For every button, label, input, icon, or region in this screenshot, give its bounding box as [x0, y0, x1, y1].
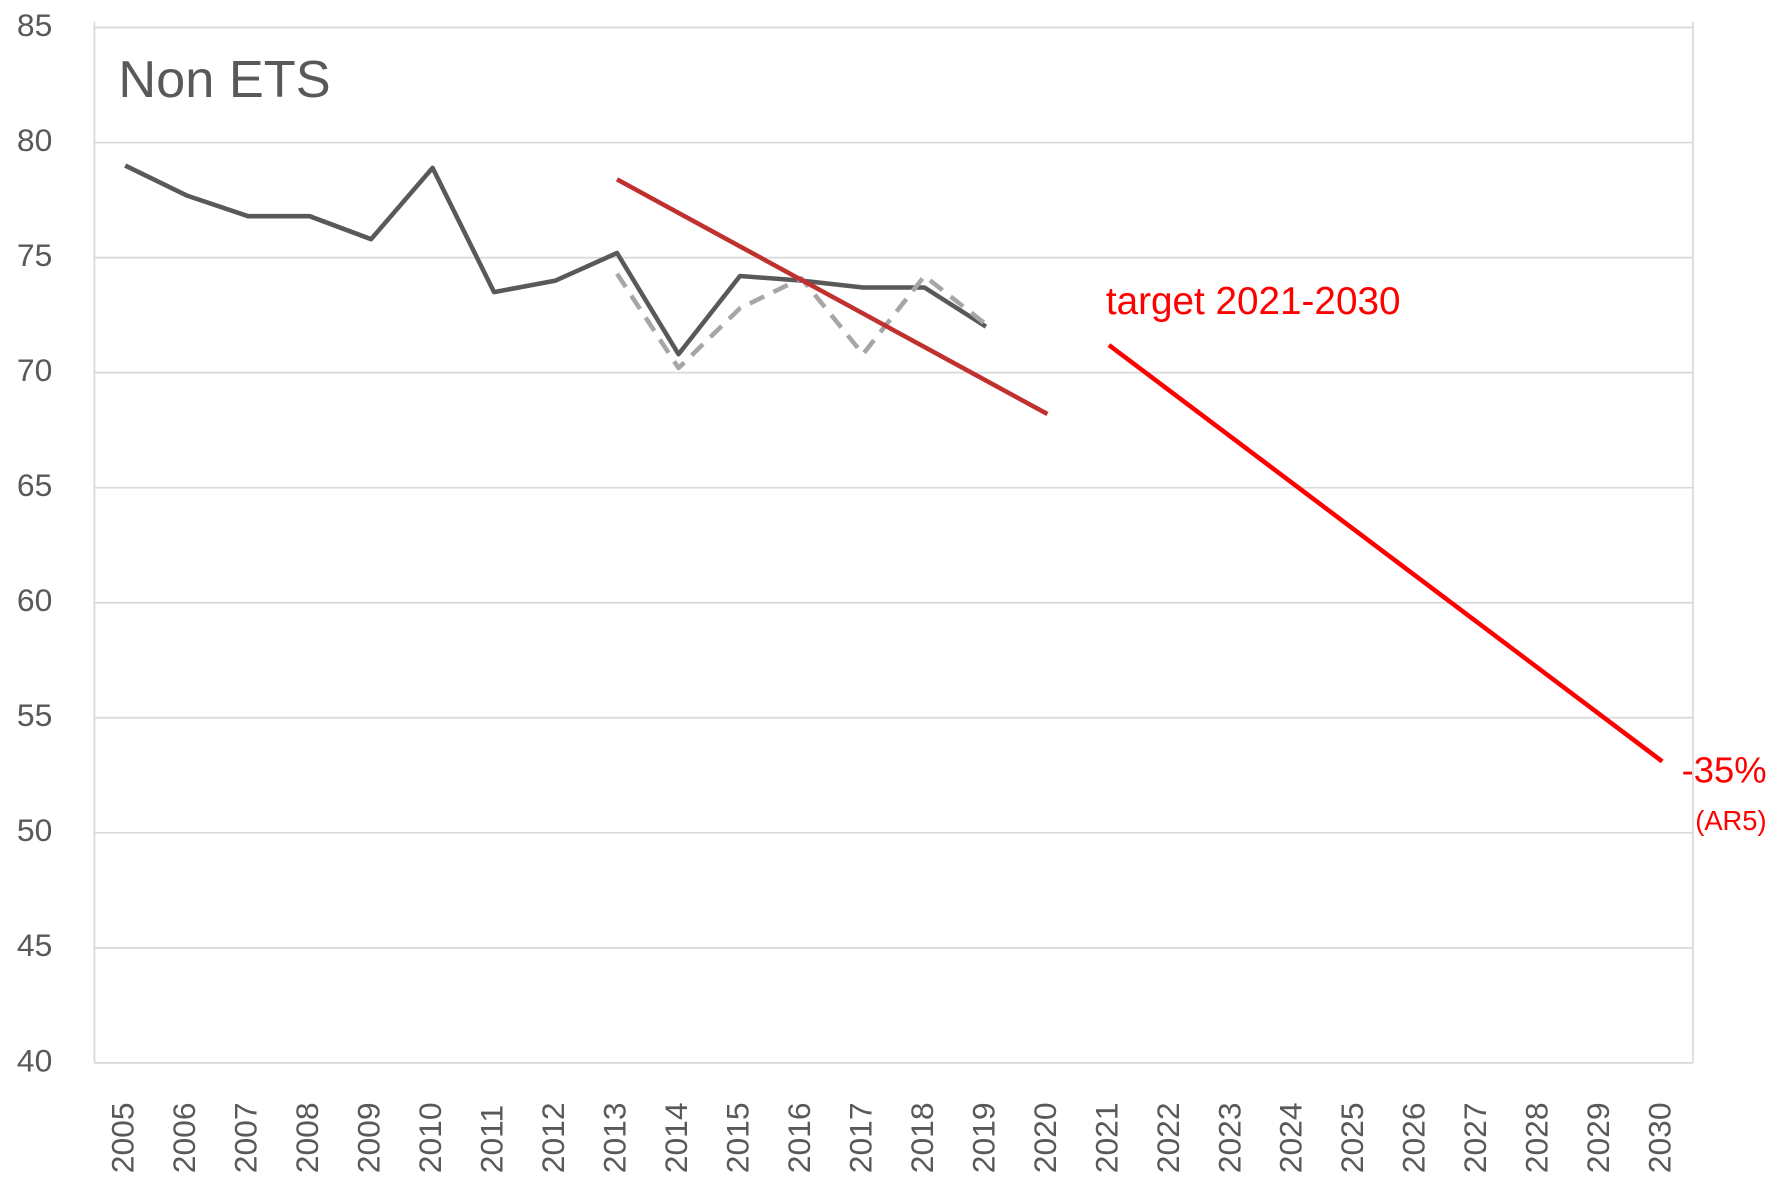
- y-tick-label: 60: [17, 582, 52, 618]
- x-tick-label: 2030: [1642, 1102, 1678, 1173]
- x-tick-label: 2025: [1334, 1102, 1370, 1173]
- y-tick-label: 50: [17, 812, 52, 848]
- y-tick-label: 85: [17, 7, 52, 43]
- x-tick-label: 2013: [596, 1102, 632, 1173]
- x-tick-label: 2027: [1457, 1102, 1493, 1173]
- x-tick-label: 2016: [781, 1102, 817, 1173]
- line: [124, 163, 988, 357]
- y-tick-label: 40: [17, 1042, 52, 1078]
- chart-title: Non ETS: [118, 51, 330, 109]
- x-tick-label: 2008: [289, 1102, 325, 1173]
- x-tick-label: 2020: [1027, 1102, 1063, 1173]
- y-tick-label: 65: [17, 467, 52, 503]
- annotation: target 2021-2030: [1106, 280, 1401, 323]
- x-tick-label: 2022: [1150, 1102, 1186, 1173]
- x-tick-label: 2028: [1519, 1102, 1555, 1173]
- y-tick-label: 45: [17, 927, 52, 963]
- y-tick-label: 75: [17, 237, 52, 273]
- x-tick-label: 2024: [1273, 1102, 1309, 1173]
- x-tick-label: 2029: [1580, 1102, 1616, 1173]
- x-tick-label: 2019: [965, 1102, 1001, 1173]
- x-tick-label: 2014: [658, 1102, 694, 1173]
- x-tick-label: 2010: [412, 1102, 448, 1173]
- x-tick-label: 2011: [473, 1105, 509, 1173]
- y-tick-label: 80: [17, 122, 52, 158]
- line: [615, 177, 1049, 417]
- x-tick-label: 2007: [228, 1102, 264, 1173]
- x-tick-label: 2009: [350, 1102, 386, 1173]
- annotation: -35%: [1682, 749, 1767, 790]
- x-tick-label: 2006: [166, 1102, 202, 1173]
- x-tick-label: 2015: [719, 1102, 755, 1173]
- x-tick-label: 2018: [904, 1102, 940, 1173]
- x-tick-label: 2023: [1211, 1102, 1247, 1173]
- annotation: (AR5): [1695, 805, 1766, 836]
- y-tick-label: 70: [17, 352, 52, 388]
- x-tick-label: 2005: [105, 1102, 141, 1173]
- line: [615, 272, 988, 371]
- x-tick-label: 2026: [1396, 1102, 1432, 1173]
- x-tick-label: 2021: [1088, 1102, 1124, 1173]
- x-tick-label: 2017: [842, 1102, 878, 1173]
- x-tick-label: 2012: [535, 1102, 571, 1173]
- line: [1107, 343, 1664, 764]
- y-tick-label: 55: [17, 697, 52, 733]
